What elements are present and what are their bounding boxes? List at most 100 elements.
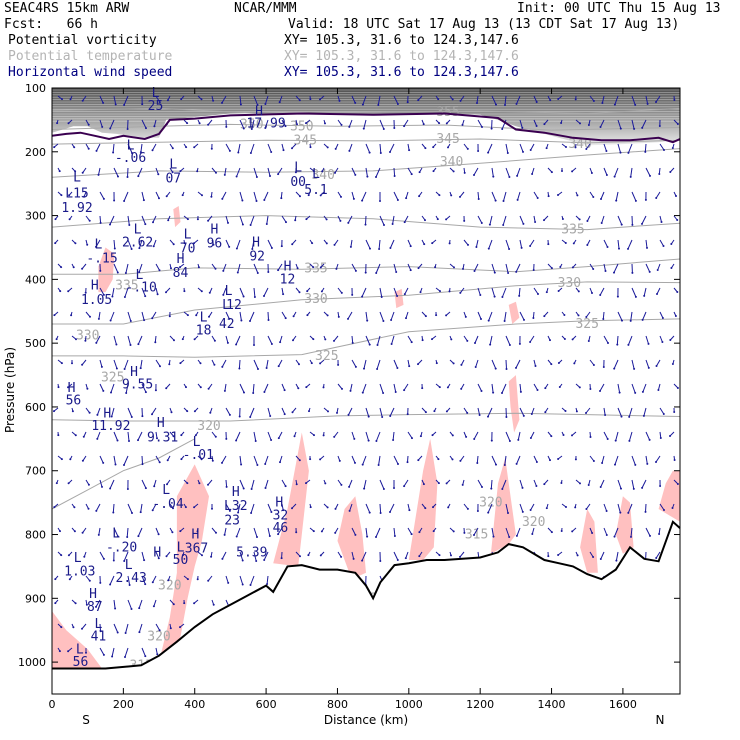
wind-vector <box>127 167 129 178</box>
pv-extremum-label: 9.55 <box>122 378 153 393</box>
wind-vector-head <box>536 197 539 199</box>
wind-vector-head <box>75 338 77 341</box>
wind-vector-head <box>531 533 534 535</box>
wind-vector-head <box>239 103 242 106</box>
wind-vector-head <box>268 535 271 537</box>
wind-vector <box>281 407 286 415</box>
wind-vector-head <box>309 506 312 509</box>
wind-vector-head <box>193 410 196 413</box>
wind-vector <box>236 527 241 537</box>
wind-vector-head <box>171 171 174 174</box>
wind-vector <box>617 383 621 393</box>
wind-vector <box>477 191 480 200</box>
wind-vector-head <box>186 218 189 221</box>
wind-vector-head <box>515 102 518 105</box>
wind-vector-head <box>307 194 310 197</box>
wind-vector <box>96 143 101 152</box>
wind-vector-head <box>549 99 552 102</box>
wind-vector-head <box>277 173 280 176</box>
wind-vector <box>141 647 146 657</box>
wind-vector <box>113 455 116 465</box>
wind-vector-head <box>447 506 450 509</box>
wind-vector-head <box>436 218 439 221</box>
wind-vector <box>393 527 396 537</box>
wind-vector <box>645 335 649 345</box>
wind-vector-head <box>557 362 560 364</box>
pv-extremum-label: H <box>91 279 99 294</box>
wind-vector-head <box>252 392 255 394</box>
wind-vector-head <box>558 386 561 388</box>
wind-vector-head <box>515 366 517 369</box>
wind-vector-head <box>368 343 371 346</box>
wind-vector-head <box>99 269 102 272</box>
wind-vector <box>225 503 231 512</box>
wind-vector-head <box>151 317 154 320</box>
wind-vector <box>138 623 143 633</box>
wind-vector-head <box>123 368 126 370</box>
pv-extremum-label: 46 <box>273 521 289 536</box>
wind-vector-head <box>313 434 315 437</box>
wind-vector <box>603 239 608 248</box>
wind-vector <box>221 191 227 200</box>
wind-vector <box>600 119 605 128</box>
wind-vector <box>253 167 258 178</box>
wind-vector-head <box>477 198 480 200</box>
pv-2pvu-contour <box>52 112 680 144</box>
wind-vector-head <box>492 391 495 394</box>
pv-extremum-label: -.06 <box>115 151 146 166</box>
wind-vector-head <box>71 362 73 365</box>
wind-vector-head <box>172 603 175 606</box>
wind-vector-head <box>506 152 509 154</box>
wind-vector-head <box>86 243 89 246</box>
wind-vector-head <box>368 511 371 514</box>
wind-vector-head <box>571 170 574 173</box>
wind-vector-head <box>618 391 621 394</box>
wind-vector-head <box>73 506 76 509</box>
wind-vector <box>504 311 507 322</box>
wind-vector-head <box>265 223 268 225</box>
wind-vector-head <box>166 99 169 102</box>
wind-vector-head <box>241 583 244 586</box>
wind-vector-head <box>165 291 167 294</box>
wind-vector <box>113 527 119 537</box>
wind-vector-head <box>673 411 676 413</box>
pv-extremum-label: 2.43 <box>116 571 147 586</box>
wind-vector-head <box>97 317 100 320</box>
wind-vector <box>281 503 284 511</box>
wind-vector-head <box>589 436 592 438</box>
wind-vector <box>516 455 521 465</box>
wind-vector-head <box>280 245 283 248</box>
pv-extremum-label: 87 <box>87 600 103 615</box>
wind-vector <box>393 455 399 465</box>
wind-vector <box>127 599 132 610</box>
wind-vector <box>517 191 521 201</box>
wind-vector <box>239 383 245 393</box>
wind-vector <box>407 503 410 511</box>
wind-vector <box>375 431 381 442</box>
wind-vector-head <box>459 459 462 462</box>
pv-fill-region <box>159 464 209 663</box>
wind-vector-head <box>334 531 337 534</box>
wind-vector-head <box>72 266 75 269</box>
wind-vector-head <box>284 485 287 488</box>
wind-vector <box>225 311 230 320</box>
wind-vector-head <box>585 412 587 414</box>
wind-vector <box>403 383 409 391</box>
wind-vector-head <box>663 149 665 151</box>
wind-vector <box>659 503 665 511</box>
wind-vector-head <box>210 195 213 198</box>
wind-vector-head <box>340 291 343 294</box>
y-tick-label: 500 <box>25 337 46 350</box>
wind-vector <box>643 287 647 297</box>
wind-vector <box>645 239 648 248</box>
wind-vector-head <box>463 171 466 174</box>
wind-vector-head <box>207 579 210 582</box>
wind-vector <box>99 287 105 296</box>
wind-vector-head <box>620 415 623 418</box>
wind-vector-head <box>306 314 309 317</box>
pv-extremum-label: 18 <box>196 323 212 338</box>
wind-vector <box>405 311 409 319</box>
wind-vector-head <box>196 578 199 581</box>
wind-vector-head <box>123 464 125 466</box>
wind-vector-head <box>225 437 228 440</box>
